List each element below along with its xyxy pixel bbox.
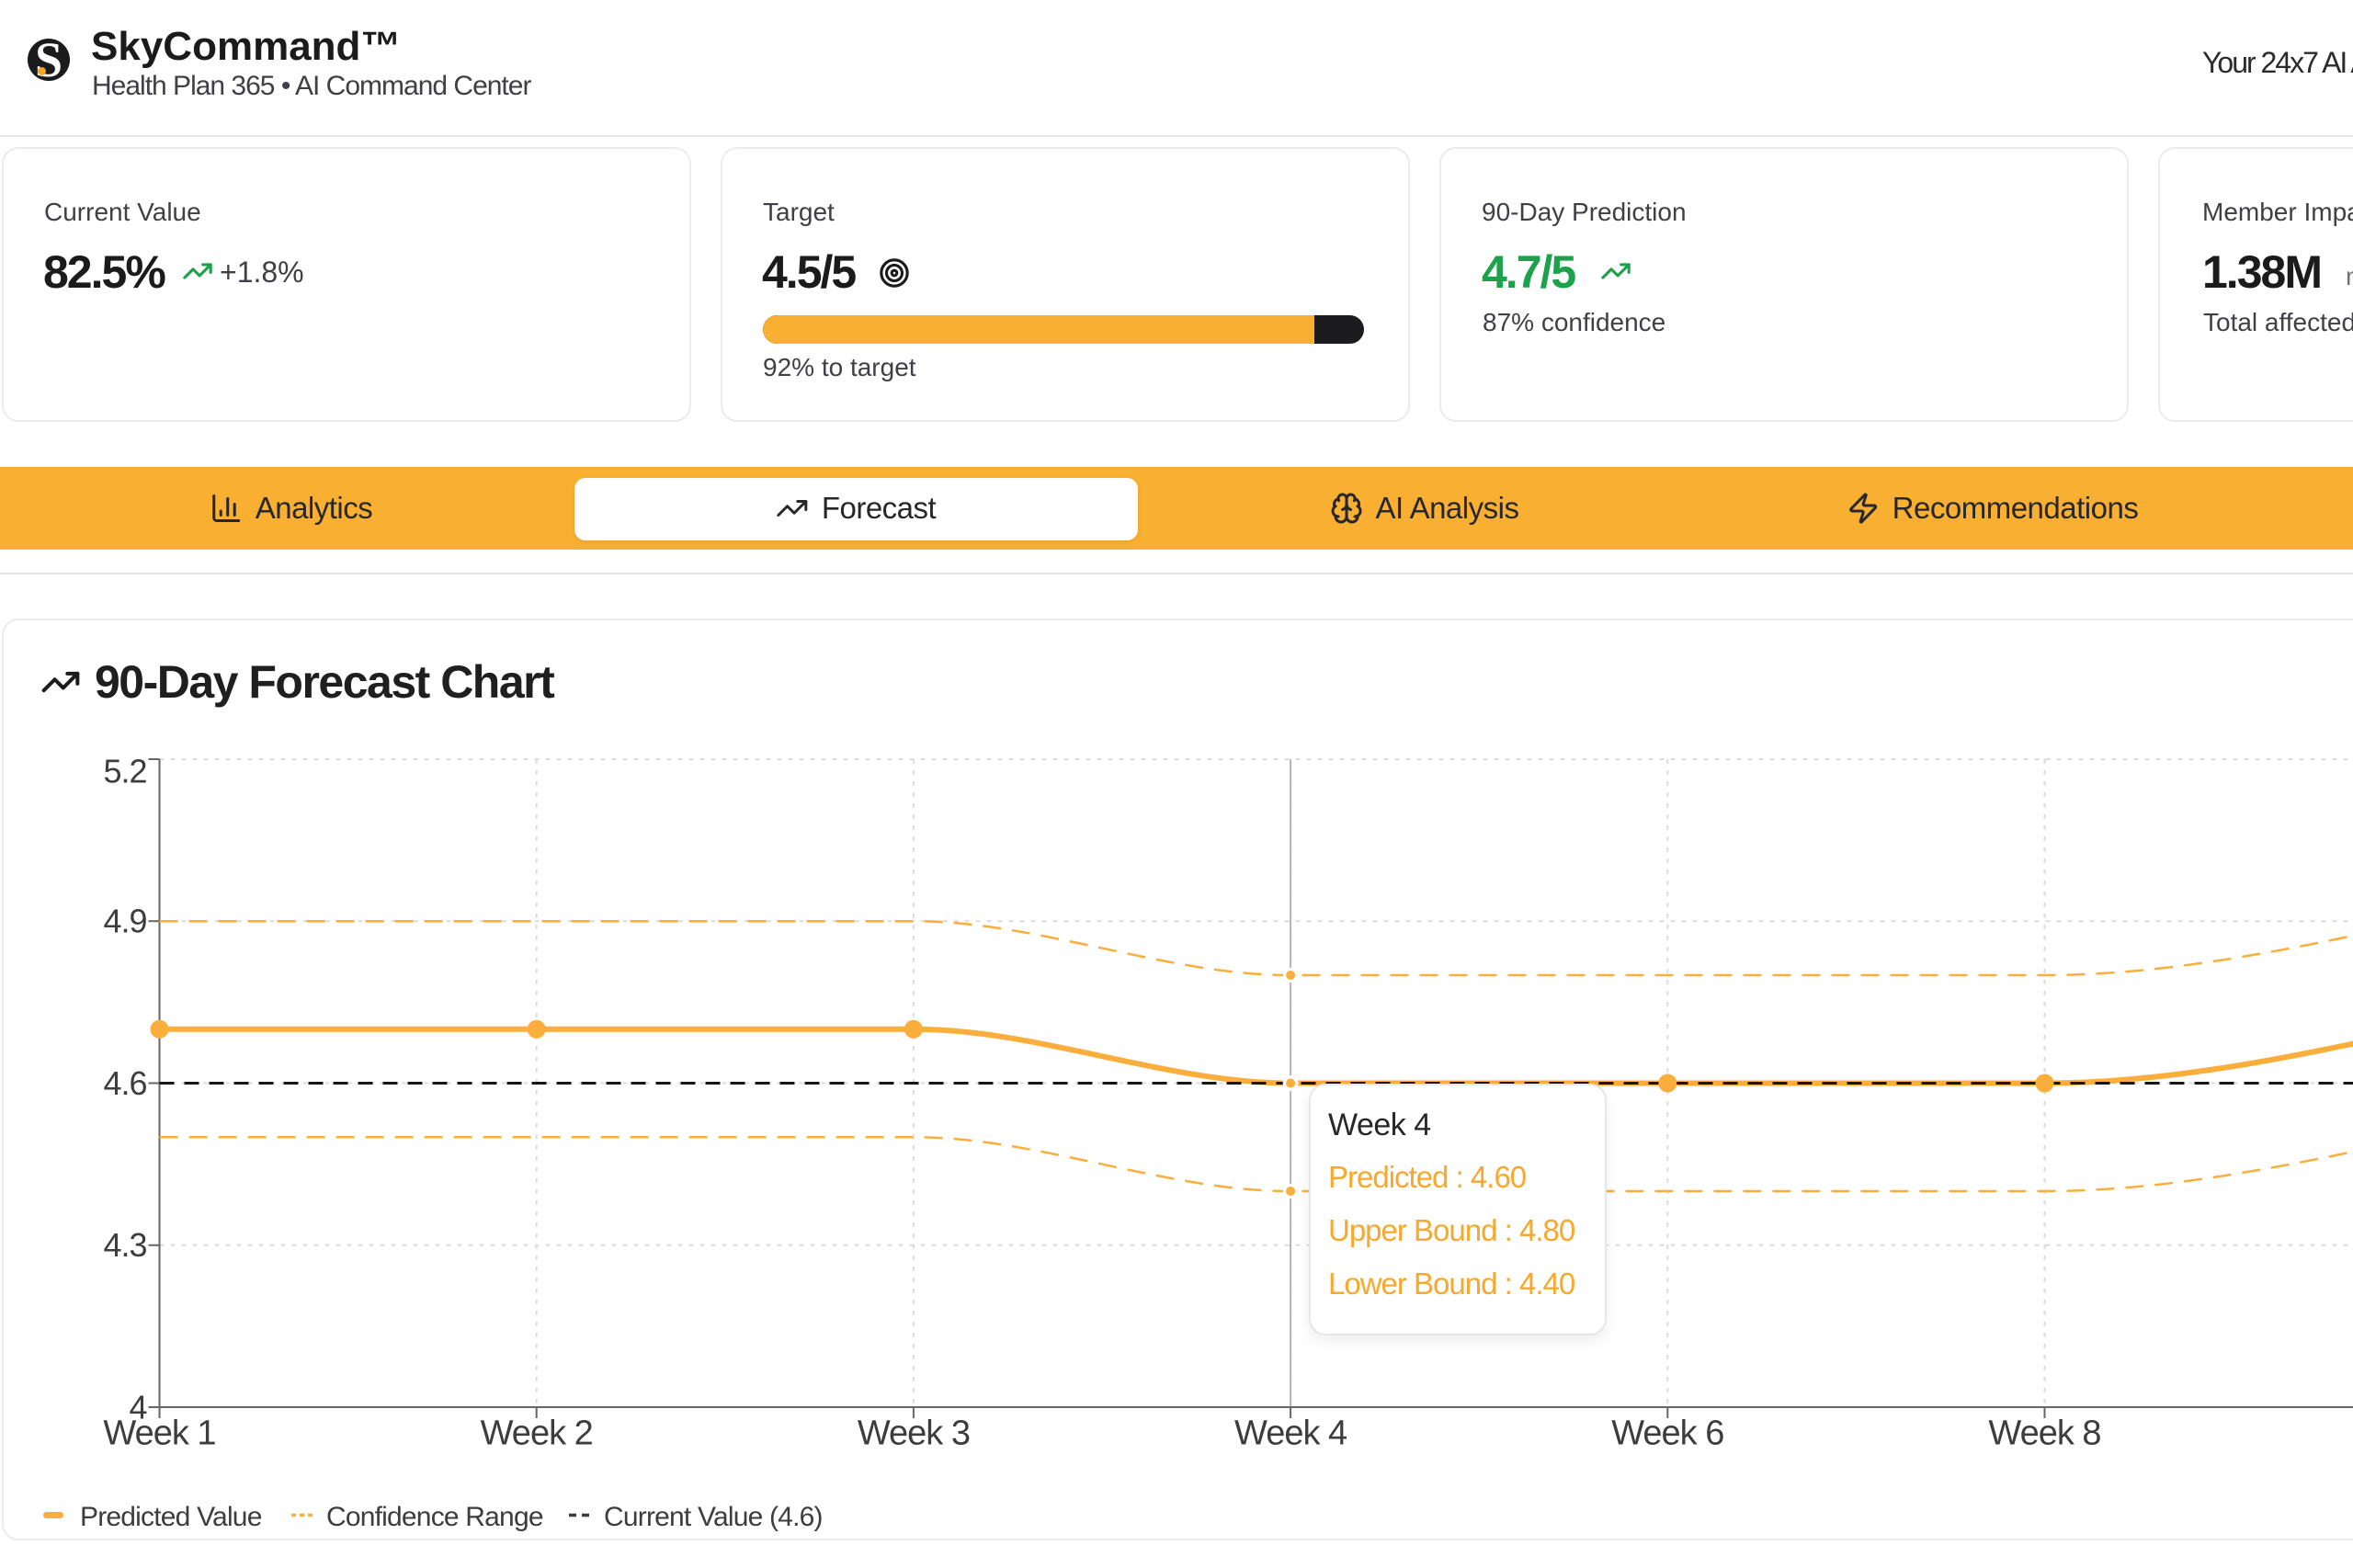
svg-text:5.2: 5.2: [103, 753, 146, 790]
svg-text:Week 1: Week 1: [103, 1415, 215, 1453]
svg-text:4: 4: [129, 1389, 146, 1426]
svg-text:Week 4: Week 4: [1234, 1415, 1347, 1453]
svg-text:Week 2: Week 2: [481, 1415, 593, 1453]
svg-text:4.6: 4.6: [103, 1064, 146, 1102]
svg-text:4.3: 4.3: [103, 1226, 146, 1264]
svg-text:Week 6: Week 6: [1611, 1415, 1723, 1453]
svg-text:Week 8: Week 8: [1988, 1415, 2100, 1453]
svg-text:4.9: 4.9: [103, 903, 146, 940]
svg-text:Week 3: Week 3: [858, 1415, 970, 1453]
